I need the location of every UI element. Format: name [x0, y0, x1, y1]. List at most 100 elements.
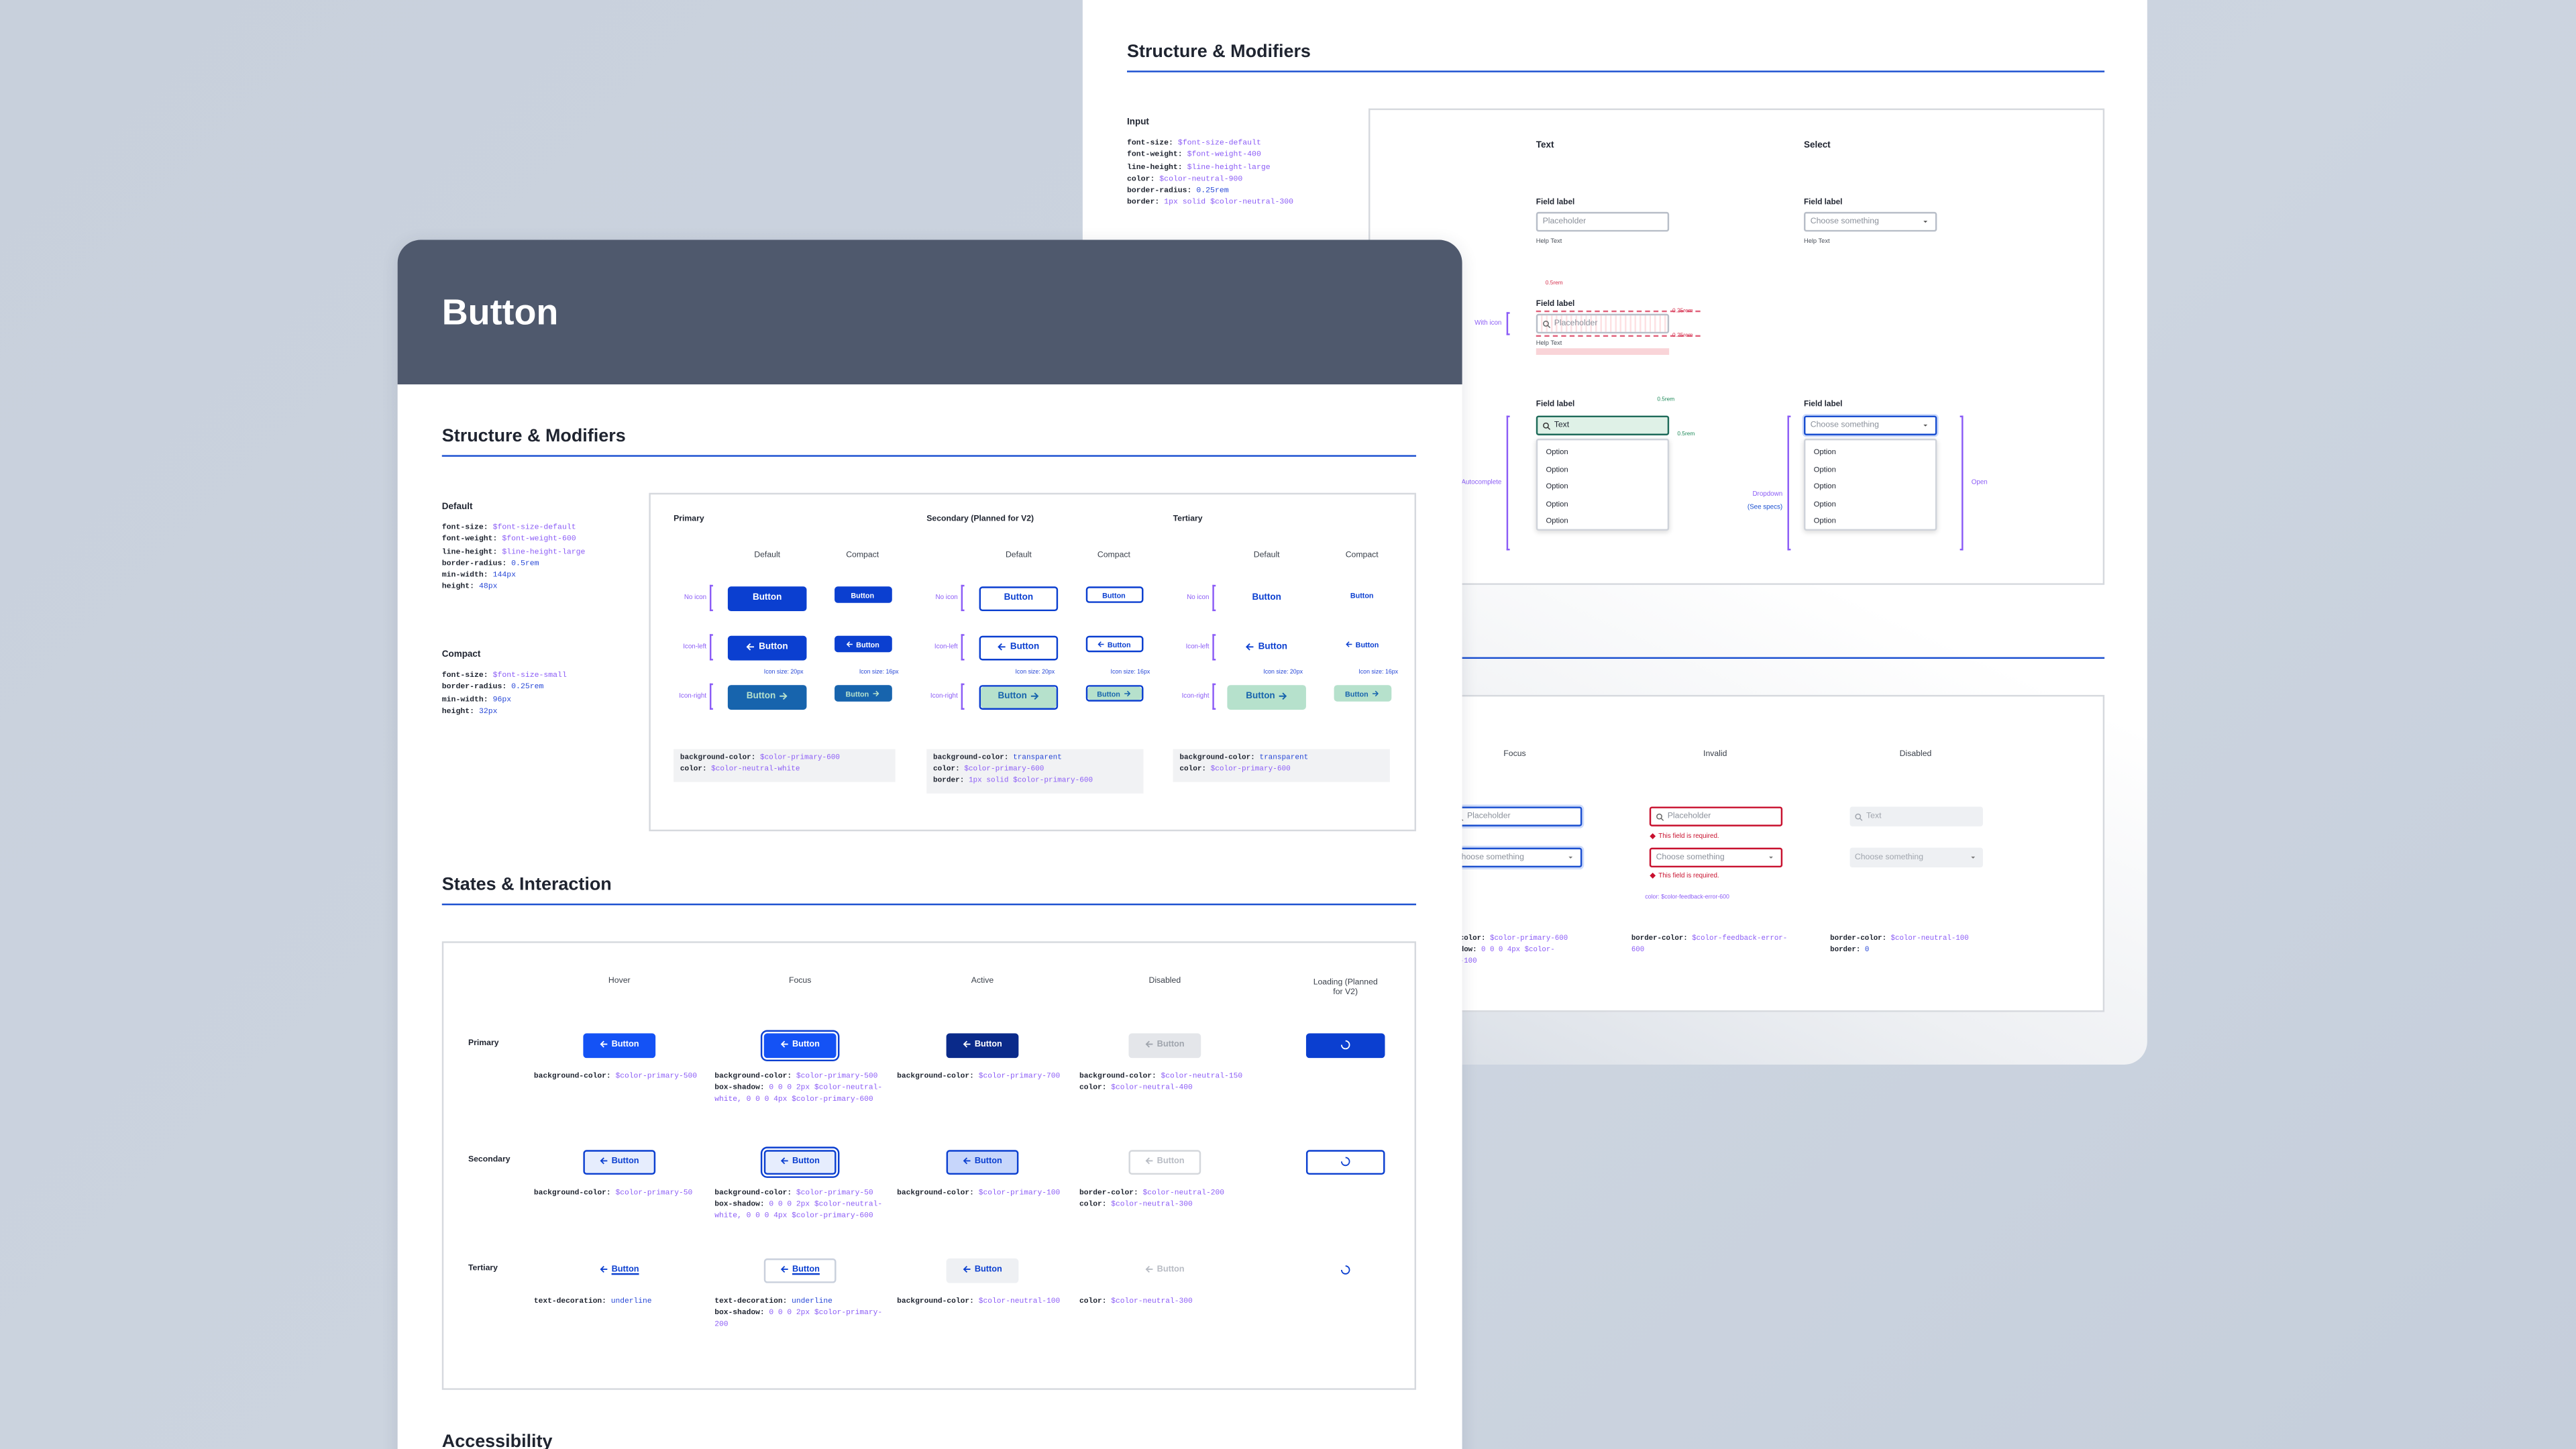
spec-value: $line-height-large	[502, 547, 586, 557]
measure-label: 0.25rem	[1672, 331, 1693, 339]
arrow-icon	[846, 641, 853, 647]
spec-line: background-color: $color-primary-50	[534, 1188, 705, 1199]
input-field: Placeholder	[1536, 211, 1670, 232]
arrow-icon	[1279, 692, 1287, 700]
spec-line: min-width: 96px	[442, 694, 639, 706]
arrow-icon	[963, 1266, 971, 1274]
spec-key: border:	[933, 777, 965, 786]
spec-line: border-color: $color-neutral-200	[1079, 1188, 1250, 1199]
arrow-icon	[600, 1266, 608, 1274]
bracket	[1506, 312, 1510, 335]
spec-block: background-color: transparent color: $col…	[1179, 754, 1389, 777]
icon-size-note: Icon size: 16px	[1358, 668, 1399, 676]
column-heading: Select	[1803, 141, 1831, 151]
spec-block: text-decoration: underline box-shadow: 0 …	[714, 1296, 885, 1331]
button-label: Button	[974, 1157, 1002, 1167]
spec-value: $color-primary-500	[615, 1073, 698, 1081]
dropdown-menu: Option Option Option Option Option	[1536, 438, 1670, 531]
spec-value: $font-size-default	[1177, 140, 1261, 148]
spec-line: background-color: $color-primary-100	[897, 1188, 1068, 1199]
spacing-overlay	[1227, 684, 1306, 709]
spec-value: 48px	[478, 584, 498, 592]
column-heading: Text	[1536, 141, 1554, 151]
spec-value: $color-primary-700	[978, 1073, 1061, 1081]
spec-key: height:	[441, 708, 475, 716]
spec-line: font-size: $font-size-default	[1127, 138, 1357, 150]
button: Button	[763, 1149, 837, 1174]
placeholder: Choose something	[1810, 420, 1879, 431]
button-label: Button	[856, 639, 879, 649]
spec-value: $font-size-default	[492, 524, 576, 533]
spec-key: background-color:	[680, 754, 756, 763]
spec-line: height: 48px	[442, 582, 639, 594]
chevron-icon	[1923, 221, 1928, 223]
spec-line: font-size: $font-size-default	[442, 523, 639, 535]
arrow-icon	[747, 643, 755, 651]
spec-key: border-color:	[1830, 934, 1887, 943]
typed-text: Text	[1554, 420, 1570, 431]
spec-key: font-weight:	[1127, 151, 1183, 160]
spec-line: border: 1px solid $color-primary-600	[933, 777, 1143, 788]
row-heading: Primary	[468, 1038, 499, 1049]
spec-value: $font-weight-400	[1187, 151, 1261, 160]
loading-button	[1305, 1149, 1385, 1174]
arrow-icon	[1031, 692, 1039, 700]
search-icon	[1543, 421, 1551, 429]
spec-key: text-decoration:	[714, 1297, 788, 1306]
spec-line: color: $color-neutral-300	[1079, 1199, 1250, 1211]
button-label: Button	[759, 642, 788, 653]
button: Button	[946, 1032, 1019, 1057]
field-label: Field label	[1803, 199, 1843, 208]
button-label: Button	[792, 1157, 820, 1167]
spec-block: background-color: $color-primary-600 colo…	[680, 754, 890, 777]
icon-size-note: Icon size: 16px	[1110, 668, 1150, 676]
spec-key: line-height:	[441, 547, 498, 557]
spacing-overlay	[727, 684, 807, 709]
spec-key: background-color:	[1179, 754, 1255, 763]
spec-key: min-width:	[441, 572, 488, 580]
button-label: Button	[974, 1265, 1002, 1275]
spec-line: color: $color-neutral-white	[680, 765, 890, 777]
button: Button	[763, 1257, 837, 1283]
spec-line: background-color: $color-primary-500	[534, 1071, 705, 1083]
spec-line: color: $color-primary-600	[1179, 765, 1389, 777]
spec-line: line-height: $line-height-large	[1127, 162, 1357, 174]
section-rule	[1127, 70, 2105, 72]
spec-key: box-shadow:	[714, 1084, 765, 1093]
bracket	[1787, 415, 1791, 551]
spec-value: 1px solid $color-neutral-300	[1164, 199, 1294, 208]
spec-line: border-radius: 0.25rem	[1127, 186, 1357, 198]
spec-line: line-height: $line-height-large	[442, 546, 639, 558]
spec-block: font-size: $font-size-small border-radius…	[442, 670, 639, 718]
spec-key: background-color:	[533, 1073, 611, 1081]
arrow-icon	[1345, 641, 1352, 647]
button-label: Button	[1157, 1265, 1185, 1275]
dropdown-option: Option	[1546, 499, 1568, 508]
spec-value: 0.5rem	[511, 559, 539, 568]
spec-line: border: 1px solid $color-neutral-300	[1127, 198, 1357, 210]
bracket	[961, 683, 965, 710]
spec-key: border-color:	[1631, 934, 1688, 943]
spec-line: color: $color-neutral-300	[1079, 1296, 1250, 1307]
spec-value: $color-neutral-white	[711, 765, 800, 774]
spec-key: border-radius:	[441, 684, 507, 692]
spec-key: background-color:	[533, 1189, 611, 1198]
spec-key: line-height:	[1127, 163, 1183, 172]
chevron-icon	[1769, 856, 1773, 859]
input-field: Choose something	[1803, 211, 1937, 232]
button-label: Button	[746, 692, 776, 702]
help-text: Help Text	[1536, 339, 1562, 347]
measure-label: 0.5rem	[1657, 396, 1675, 403]
input-field: Placeholder	[1449, 806, 1582, 826]
button: Button	[1128, 1032, 1201, 1057]
spec-key: font-size:	[1127, 140, 1173, 148]
spinner-icon	[1340, 1157, 1350, 1167]
spec-block: background-color: $color-primary-100	[897, 1188, 1068, 1199]
spec-value: 0.25rem	[1196, 187, 1229, 196]
spec-block: background-color: $color-primary-700	[897, 1071, 1068, 1083]
annotation: Dropdown	[1752, 489, 1783, 498]
bracket	[961, 634, 965, 661]
spec-value: 0.25rem	[511, 684, 544, 692]
placeholder: Choose something	[1656, 853, 1725, 863]
